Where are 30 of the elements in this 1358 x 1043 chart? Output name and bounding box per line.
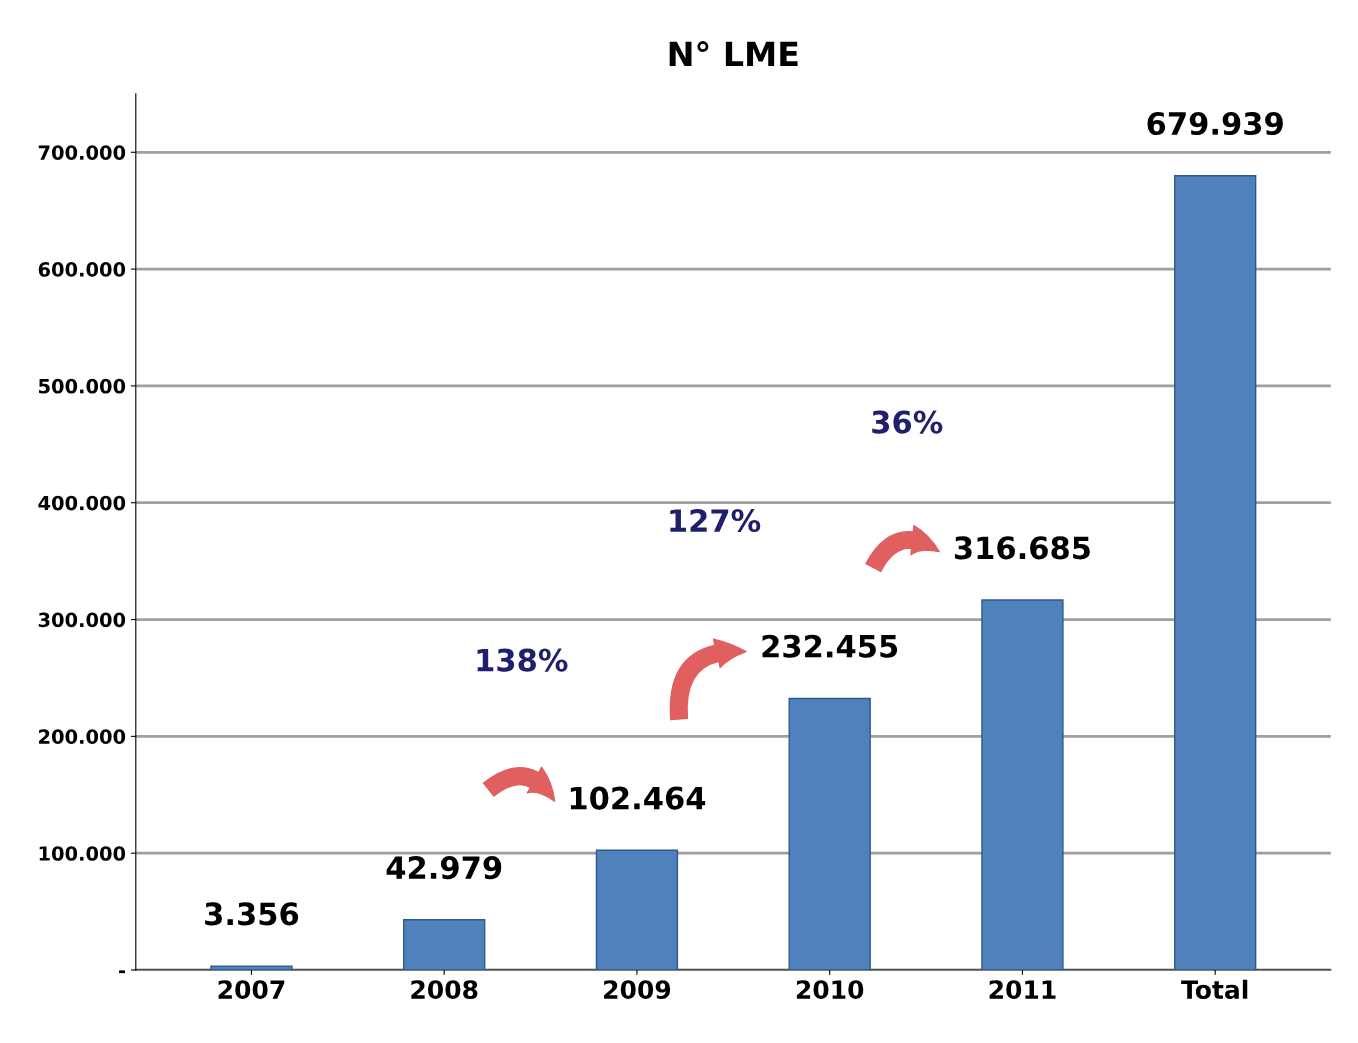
annotation: 36% [872,410,943,434]
x-tick-label: 2011 [989,980,1056,1000]
x-tick-label: 2007 [218,980,285,1000]
y-tick-label: 400.000 [38,495,126,511]
data-label: 316.685 [954,536,1090,560]
data-label: 42.979 [386,856,502,880]
y-tick-label: 100.000 [39,846,126,861]
y-tick-label: 700.000 [38,145,126,160]
y-tick-label: - [119,970,126,974]
x-tick-label: 2008 [411,980,478,1000]
data-label: 679.939 [1147,111,1283,136]
y-tick-label: 200.000 [39,729,126,745]
x-tick-label: 2010 [796,980,864,1000]
data-label: 232.455 [762,634,898,658]
chart-title: N° LME [669,41,798,67]
bar [210,965,293,970]
annotation: 127% [670,508,761,533]
bar [403,919,486,970]
annotation: 138% [477,648,568,672]
bar [1174,175,1257,970]
bar [595,849,679,970]
bar [981,599,1064,970]
y-tick-label: 600.000 [38,262,126,277]
x-tick-label: Total [1181,979,1248,1000]
data-label: 3.356 [205,902,299,926]
y-tick-label: 300.000 [38,612,126,628]
y-tick-label: 500.000 [39,378,126,394]
data-label: 102.464 [570,786,706,810]
bar [788,697,871,970]
x-tick-label: 2009 [604,980,671,1000]
